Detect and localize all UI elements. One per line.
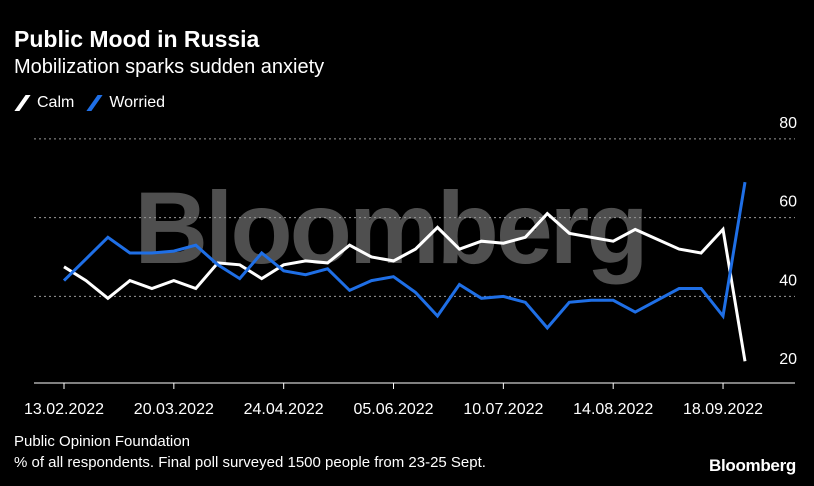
- legend-label-calm: Calm: [37, 94, 75, 111]
- y-tick-label: 60: [779, 194, 797, 211]
- series-line-worried: [62, 181, 747, 331]
- series-line-calm: [63, 211, 747, 362]
- y-tick-label: 80: [779, 115, 797, 132]
- y-tick-label: 20: [779, 351, 797, 368]
- x-tick-label: 24.04.2022: [244, 401, 324, 418]
- x-axis: 13.02.2022 20.03.2022 24.04.2022 05.06.2022…: [24, 382, 795, 418]
- chart-subtitle: Mobilization sparks sudden anxiety: [14, 56, 325, 78]
- legend: Calm Worried: [14, 94, 179, 112]
- x-tick-label: 14.08.2022: [573, 401, 653, 418]
- y-axis: 20 40 60 80: [779, 115, 797, 368]
- grid-lines: [34, 138, 795, 297]
- y-tick-label: 40: [779, 272, 797, 289]
- source-note: Public Opinion Foundation: [14, 433, 190, 450]
- x-tick-label: 05.06.2022: [353, 401, 433, 418]
- bloomberg-logo: Bloomberg: [708, 456, 796, 475]
- x-tick-label: 10.07.2022: [463, 401, 543, 418]
- x-tick-label: 18.09.2022: [683, 401, 763, 418]
- legend-item-worried: Worried: [86, 94, 166, 112]
- series-lines: [62, 181, 747, 362]
- x-tick-label: 20.03.2022: [134, 401, 214, 418]
- watermark-text: Bloomberg: [134, 171, 645, 285]
- footnote: % of all respondents. Final poll surveye…: [14, 454, 486, 471]
- chart-title: Public Mood in Russia: [14, 26, 260, 52]
- legend-label-worried: Worried: [109, 94, 166, 111]
- x-tick-label: 13.02.2022: [24, 401, 104, 418]
- legend-item-calm: Calm: [14, 94, 75, 112]
